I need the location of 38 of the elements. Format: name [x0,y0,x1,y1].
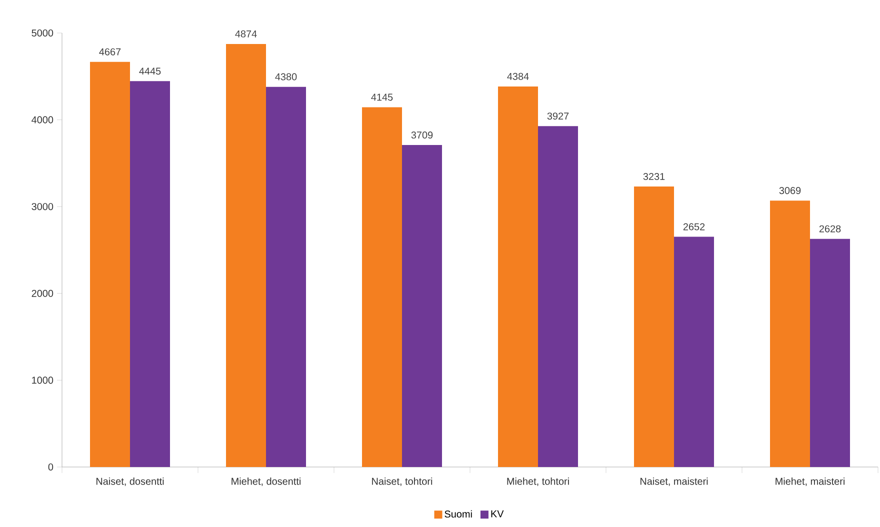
bar [498,86,538,467]
data-label: 4145 [371,94,393,101]
data-label: 2652 [683,223,705,230]
bar [362,107,402,467]
bar [226,44,266,467]
data-label: 3927 [547,112,569,120]
data-label: 3231 [643,172,665,180]
x-tick-label: Miehet, dosentti [232,478,300,486]
data-label: 4874 [235,30,257,38]
data-label: 4667 [99,48,121,56]
bar [810,238,850,467]
bar [770,200,810,467]
bar [538,126,578,467]
bar [90,62,130,467]
data-label: 3069 [779,187,801,194]
y-tick-label: 5000 [32,29,54,37]
x-tick-label: Miehet, maisteri [776,478,844,486]
data-label: 3709 [411,131,433,139]
data-label: 4380 [275,73,297,80]
data-label: 4445 [139,68,161,75]
legend-label: KV [491,510,504,518]
legend-label: Suomi [444,510,472,518]
y-tick-label: 1000 [32,376,54,384]
y-tick-label: 2000 [32,290,54,297]
bar [130,81,170,467]
data-label: 4384 [507,72,529,80]
bar [674,236,714,467]
x-tick-label: Naiset, maisteri [640,478,708,486]
x-tick-label: Miehet, tohtori [507,478,569,486]
y-tick-label: 0 [48,463,54,471]
x-tick-label: Naiset, tohtori [372,478,432,486]
y-tick-label: 4000 [32,116,54,124]
bar [634,186,674,467]
bar [402,145,442,467]
bar [266,86,306,467]
y-tick-label: 3000 [32,203,54,210]
data-label: 2628 [819,225,841,232]
x-tick-label: Naiset, dosentti [96,478,164,486]
